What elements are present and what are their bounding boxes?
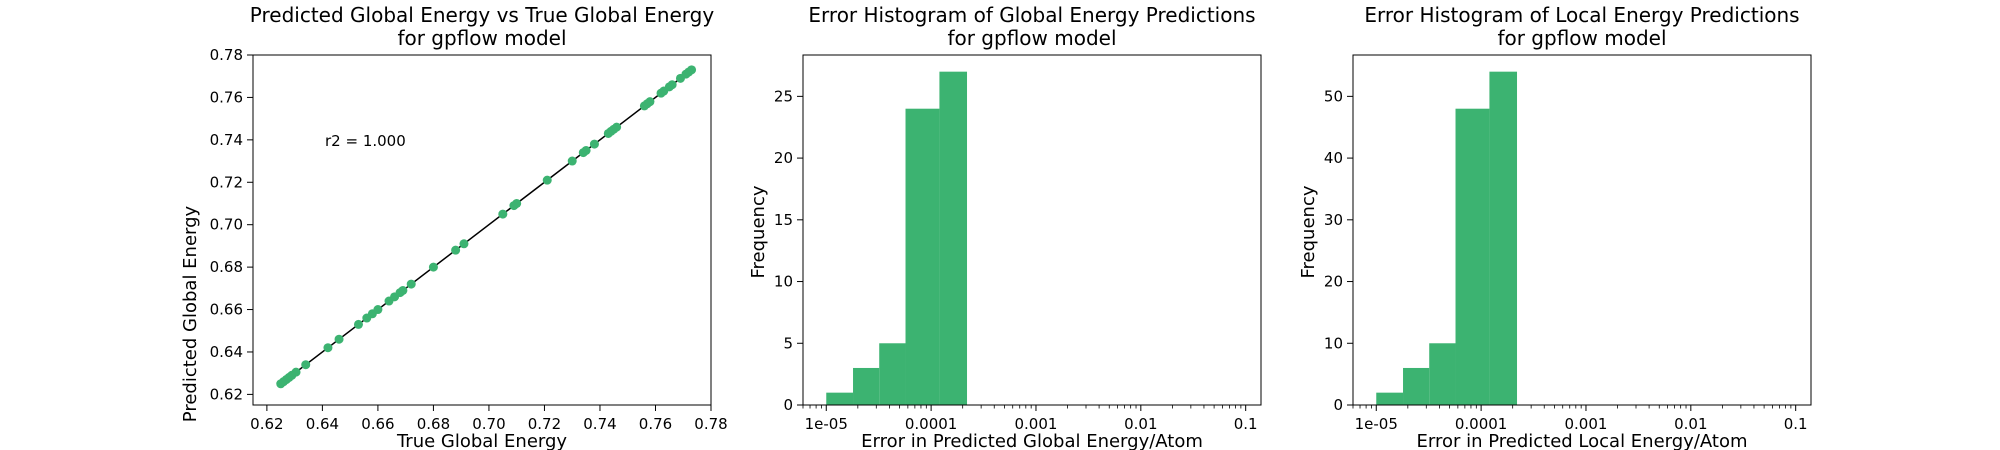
y-tick-label: 50 <box>1324 87 1343 105</box>
y-tick-label: 10 <box>1324 334 1343 352</box>
y-tick-label: 0.66 <box>210 301 243 319</box>
x-tick-label: 0.64 <box>306 415 339 433</box>
scatter-point <box>612 122 622 132</box>
local-error-histogram-panel: Error Histogram of Local Energy Predicti… <box>1298 3 1812 450</box>
histogram-bar <box>905 108 940 405</box>
scatter-point <box>301 360 311 370</box>
y-tick-label: 0.78 <box>210 46 243 64</box>
x-tick-label: 0.66 <box>361 415 394 433</box>
y-tick-label: 30 <box>1324 211 1343 229</box>
x-tick-label: 0.68 <box>417 415 450 433</box>
plot-area: 0.62 0.64 0.66 0.68 0.70 0.72 0.74 0.76 0.78 0.62… <box>210 46 728 433</box>
scatter-point <box>451 245 461 255</box>
chart-title-line2: for gpflow model <box>947 26 1116 50</box>
y-tick-label: 5 <box>783 334 793 352</box>
x-tick-label: 0.70 <box>472 415 505 433</box>
scatter-point <box>398 285 408 295</box>
x-tick-label: 0.78 <box>694 415 727 433</box>
scatter-point <box>542 175 552 185</box>
plot-area: 1e-05 0.0001 0.001 0.01 0.1 0 10 20 30 40 50 <box>1324 54 1812 433</box>
y-tick-label: 25 <box>774 87 793 105</box>
axes-frame <box>252 54 712 406</box>
scatter-point <box>323 343 333 353</box>
scatter-point <box>291 367 301 377</box>
histogram-bar <box>939 71 968 406</box>
y-tick-label: 0.68 <box>210 258 243 276</box>
histogram-bar <box>826 392 854 405</box>
y-tick-label: 0.74 <box>210 131 243 149</box>
scatter-point <box>373 305 383 315</box>
y-tick-label: 20 <box>774 149 793 167</box>
chart-title-line1: Error Histogram of Local Energy Predicti… <box>1364 3 1799 27</box>
scatter-point <box>589 139 599 149</box>
scatter-point <box>334 334 344 344</box>
histogram-bar <box>1429 343 1456 405</box>
chart-title-line2: for gpflow model <box>397 26 566 50</box>
histogram-bar <box>1403 367 1430 405</box>
y-tick-label: 0.70 <box>210 216 243 234</box>
chart-title-line1: Predicted Global Energy vs True Global E… <box>250 3 715 27</box>
y-axis-label: Predicted Global Energy <box>180 205 201 422</box>
y-axis-label: Frequency <box>1298 185 1319 278</box>
x-tick-label: 0.001 <box>1564 415 1607 433</box>
scatter-point <box>459 239 469 249</box>
x-axis-label: Error in Predicted Local Energy/Atom <box>1416 431 1747 450</box>
global-error-histogram-panel: Error Histogram of Global Energy Predict… <box>748 3 1262 450</box>
y-tick-label: 0.76 <box>210 88 243 106</box>
identity-line <box>280 69 693 385</box>
x-tick-label: 0.72 <box>528 415 561 433</box>
x-tick-label: 0.1 <box>1784 415 1808 433</box>
histogram-bar <box>879 343 906 405</box>
x-tick-label: 0.001 <box>1014 415 1057 433</box>
x-axis-label: True Global Energy <box>396 431 567 450</box>
x-tick-label: 0.76 <box>639 415 672 433</box>
histogram-bar <box>1489 71 1518 406</box>
y-tick-label: 10 <box>774 273 793 291</box>
scatter-point <box>645 97 655 107</box>
y-tick-label: 40 <box>1324 149 1343 167</box>
histogram-bar <box>853 367 880 405</box>
scatter-point <box>667 80 677 90</box>
y-tick-label: 20 <box>1324 273 1343 291</box>
x-tick-label: 0.62 <box>250 415 283 433</box>
x-tick-label: 0.0001 <box>905 415 958 433</box>
histogram-bar <box>1455 108 1490 405</box>
axes-frame <box>1352 54 1812 406</box>
axes-frame <box>802 54 1262 406</box>
y-tick-label: 15 <box>774 211 793 229</box>
r2-annotation: r2 = 1.000 <box>325 132 406 150</box>
plot-area: 1e-05 0.0001 0.001 0.01 0.1 0 5 10 15 20 25 <box>774 54 1262 433</box>
x-tick-label: 0.74 <box>583 415 616 433</box>
x-tick-label: 0.01 <box>1124 415 1157 433</box>
y-tick-label: 0.62 <box>210 385 243 403</box>
y-tick-label: 0 <box>1333 396 1343 414</box>
scatter-point <box>567 156 577 166</box>
x-tick-label: 0.0001 <box>1455 415 1508 433</box>
x-axis-label: Error in Predicted Global Energy/Atom <box>861 431 1203 450</box>
scatter-point <box>406 279 416 289</box>
scatter-point <box>353 319 363 329</box>
scatter-panel: Predicted Global Energy vs True Global E… <box>180 3 728 450</box>
y-tick-label: 0.64 <box>210 343 243 361</box>
scatter-point <box>512 198 522 208</box>
x-tick-label: 1e-05 <box>805 415 848 433</box>
x-tick-label: 0.1 <box>1234 415 1258 433</box>
x-tick-label: 0.01 <box>1674 415 1707 433</box>
scatter-point <box>498 209 508 219</box>
scatter-point <box>428 262 438 272</box>
chart-title-line1: Error Histogram of Global Energy Predict… <box>808 3 1255 27</box>
histogram-bar <box>1376 392 1404 405</box>
chart-title-line2: for gpflow model <box>1497 26 1666 50</box>
scatter-point <box>581 145 591 155</box>
y-axis-label: Frequency <box>748 185 769 278</box>
scatter-point <box>687 65 697 75</box>
y-tick-label: 0 <box>783 396 793 414</box>
x-tick-label: 1e-05 <box>1355 415 1398 433</box>
y-tick-label: 0.72 <box>210 173 243 191</box>
